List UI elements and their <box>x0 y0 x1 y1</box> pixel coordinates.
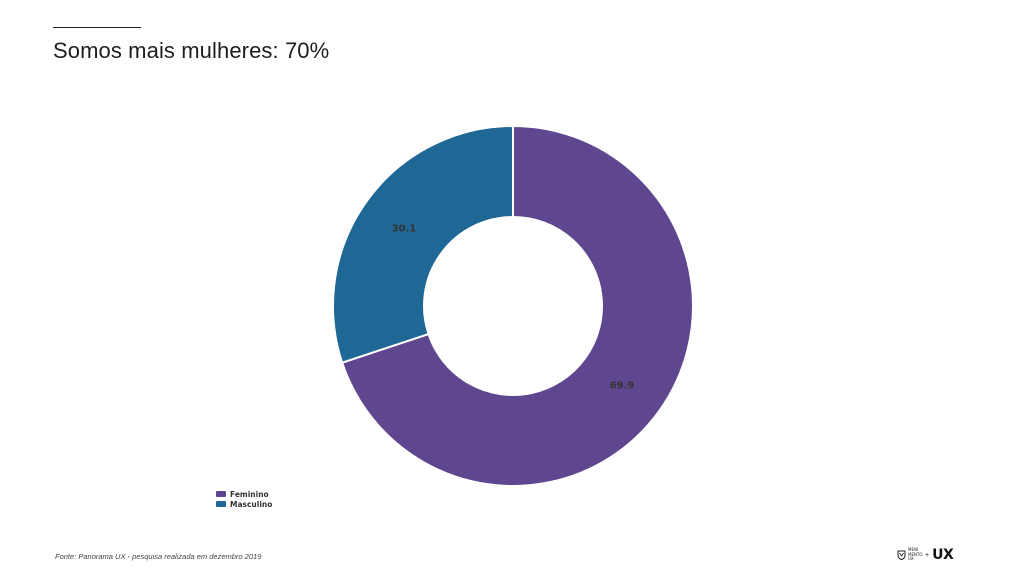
slice-label-feminino: 69.9 <box>610 381 635 392</box>
legend-swatch-feminino <box>216 491 226 497</box>
slice-masculino <box>332 124 514 364</box>
legend-swatch-masculino <box>216 501 226 507</box>
shield-logo-icon <box>897 550 906 560</box>
page-title: Somos mais mulheres: 70% <box>53 38 330 63</box>
logo: MENI MENTO UX + UX <box>897 545 959 565</box>
legend-label-masculino: Masculino <box>230 499 273 509</box>
legend-item-feminino: Feminino <box>216 489 272 499</box>
logo-small-text: MENI MENTO UX <box>908 547 923 562</box>
legend-item-masculino: Masculino <box>216 499 272 509</box>
legend-label-feminino: Feminino <box>230 489 269 499</box>
logo-ux-mark: UX <box>932 547 954 563</box>
chart-legend: Feminino Masculino <box>216 489 272 509</box>
logo-plus: + <box>925 551 930 559</box>
title-rule <box>53 27 141 28</box>
slice-label-masculino: 30.1 <box>392 223 417 234</box>
slice-feminino <box>340 124 694 487</box>
source-note: Fonte: Panorama UX - pesquisa realizada … <box>55 552 262 561</box>
